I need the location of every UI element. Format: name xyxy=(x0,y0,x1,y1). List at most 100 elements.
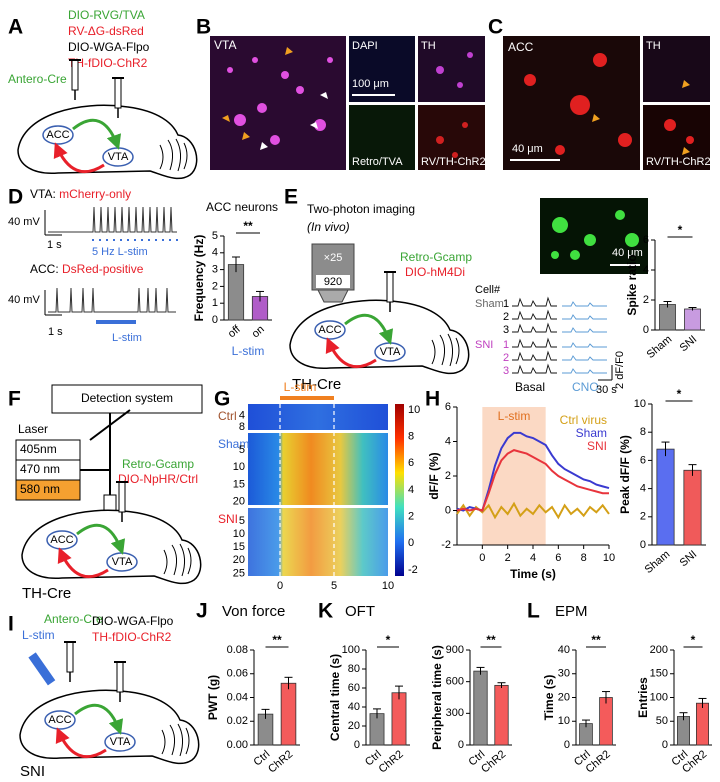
y-tick-label: 0.02 xyxy=(227,715,248,727)
cells xyxy=(524,53,632,155)
x-tick-label: 10 xyxy=(382,580,394,592)
cells xyxy=(551,210,639,260)
y-axis-label: Central time (s) xyxy=(328,654,342,741)
shape xyxy=(615,210,625,220)
region: VTA xyxy=(214,38,236,52)
y-axis-label: Frequency (Hz) xyxy=(192,235,206,322)
significance: * xyxy=(386,633,391,647)
shape xyxy=(686,136,694,144)
x-tick-label: 5 xyxy=(331,580,337,592)
x-tick-label: 0 xyxy=(277,580,283,592)
x-tick-label: 0 xyxy=(479,552,485,564)
x-tick-label: 2 xyxy=(505,552,511,564)
y-tick-label: -2 xyxy=(441,539,451,551)
category-label: Sham xyxy=(643,548,673,576)
region: VTA xyxy=(112,556,133,568)
shape xyxy=(664,119,676,131)
category-label: ChR2 xyxy=(377,748,406,775)
panel-label: A xyxy=(8,16,23,39)
row-tick-label: 8 xyxy=(239,421,245,433)
y-axis-label: PWT (g) xyxy=(206,675,220,720)
micrograph xyxy=(349,36,415,102)
row-tick-label: 15 xyxy=(233,478,245,490)
y-tick-label: 0 xyxy=(662,739,668,751)
group: SNI xyxy=(475,339,493,351)
micrograph xyxy=(643,105,710,170)
y-tick-label: 2 xyxy=(212,280,218,292)
y-tick-label: 0 xyxy=(445,504,451,516)
shape xyxy=(296,86,304,94)
shape xyxy=(436,66,444,74)
x-axis-label: L-stim xyxy=(232,344,265,358)
calcium-traces xyxy=(511,297,608,374)
cells xyxy=(436,52,473,88)
panel-label: K xyxy=(318,600,333,623)
syringe xyxy=(63,641,77,683)
y-tick-label: 2 xyxy=(640,511,646,523)
virus: TH-fDIO-ChR2 xyxy=(92,630,172,644)
panel-label: J xyxy=(196,600,208,623)
y-tick-label: 6 xyxy=(445,401,451,413)
objective-label: ×25 xyxy=(324,252,343,264)
chart-title: ACC neurons xyxy=(206,200,278,214)
category-label: ChR2 xyxy=(479,748,508,775)
legend-entry: SNI xyxy=(587,439,607,453)
panel-label: E xyxy=(284,186,298,209)
region: ACC xyxy=(48,714,71,726)
shape xyxy=(257,103,267,113)
shape xyxy=(320,92,328,99)
wavelength: 580 nm xyxy=(20,482,60,496)
channel: TH xyxy=(646,40,661,52)
y-tick-label: 4 xyxy=(640,483,646,495)
category-label: ChR2 xyxy=(266,748,295,775)
virus: DIO-WGA-Flpo xyxy=(68,40,150,54)
y-tick-label: 6 xyxy=(643,234,649,246)
shape xyxy=(310,122,318,129)
group: SNI xyxy=(218,512,238,526)
row-tick-label: 10 xyxy=(233,528,245,540)
y-tick-label: 200 xyxy=(650,644,668,656)
cell-id: 3 xyxy=(503,324,509,336)
shape xyxy=(511,297,558,307)
wavelength: 470 nm xyxy=(20,462,60,476)
panel-label: D xyxy=(8,186,23,209)
shape xyxy=(281,71,289,79)
wavelength: 920 xyxy=(324,276,342,288)
row-tick-label: 4 xyxy=(239,409,245,421)
scale-label: 40 μm xyxy=(612,247,643,259)
y-tick-label: 0 xyxy=(354,739,360,751)
shape xyxy=(570,95,590,115)
panel-label: G xyxy=(214,388,230,411)
wavelength: 405nm xyxy=(20,442,57,456)
region: ACC xyxy=(508,40,534,54)
micrograph xyxy=(418,105,485,170)
y-tick-label: 2 xyxy=(445,470,451,482)
y-tick-label: 4 xyxy=(212,247,218,259)
annotation: L-stim xyxy=(498,409,531,423)
phase: CNO xyxy=(572,380,599,394)
category-label: on xyxy=(250,323,267,340)
shape xyxy=(561,368,608,374)
voltage-trace xyxy=(48,287,176,313)
y-tick-label: 0.08 xyxy=(227,644,248,656)
shape xyxy=(511,351,558,361)
cell-type: DsRed-positive xyxy=(62,262,144,276)
shape xyxy=(252,57,258,63)
y-tick-label: 900 xyxy=(446,644,464,656)
scale-label: 40 mV xyxy=(8,294,40,306)
arrow xyxy=(682,80,690,88)
y-tick-label: 0.00 xyxy=(227,739,248,751)
region: VTA xyxy=(108,151,129,163)
shape xyxy=(511,310,558,320)
significance: * xyxy=(678,223,683,237)
shape xyxy=(524,74,536,86)
prefix: ACC: xyxy=(30,262,62,276)
y-tick-label: 1 xyxy=(212,297,218,309)
group: Sham xyxy=(475,298,504,310)
virus: RV-ΔG-dsRed xyxy=(68,24,144,38)
x-tick-label: 8 xyxy=(581,552,587,564)
row-tick-label: 15 xyxy=(233,541,245,553)
shape xyxy=(452,152,458,158)
injection: Antero-Cre xyxy=(44,612,103,626)
bar xyxy=(391,692,407,746)
